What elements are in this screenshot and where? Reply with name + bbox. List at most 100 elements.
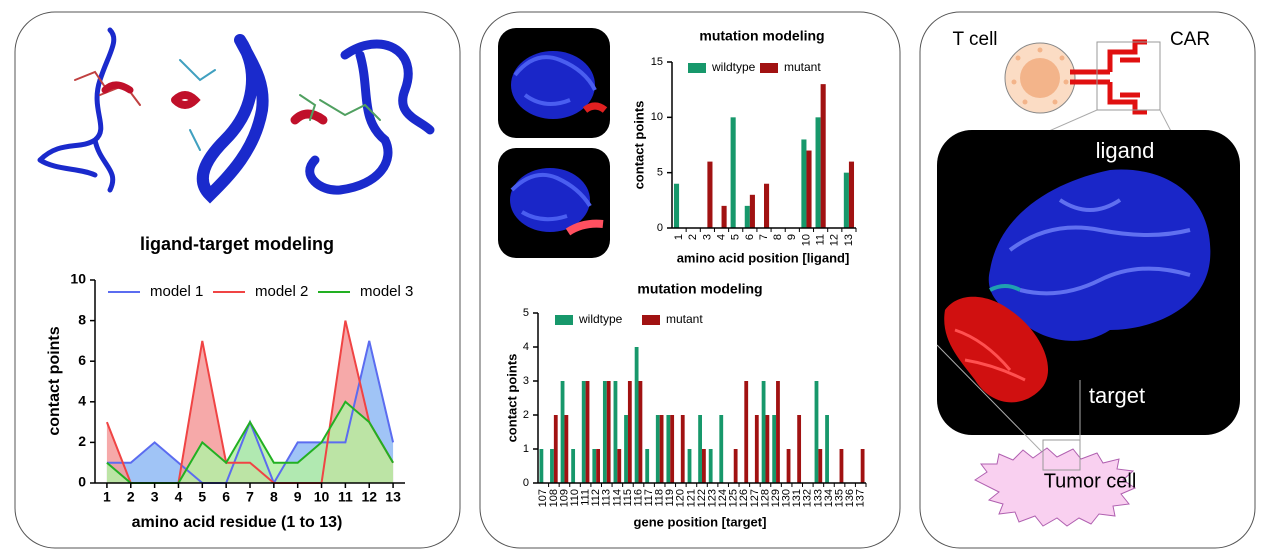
x-tick-label: 107 bbox=[537, 489, 549, 507]
y-tick-label: 1 bbox=[523, 443, 529, 455]
bar bbox=[843, 172, 849, 228]
bar bbox=[564, 415, 569, 483]
x-tick-label: 125 bbox=[728, 489, 740, 507]
y-tick-label: 4 bbox=[523, 341, 529, 353]
bar bbox=[786, 449, 791, 483]
x-tick-label: 2 bbox=[687, 234, 699, 240]
target-label: target bbox=[1089, 383, 1145, 408]
legend-label: mutant bbox=[666, 312, 703, 326]
x-tick-label: 7 bbox=[246, 489, 254, 505]
x-tick-label: 132 bbox=[802, 489, 814, 507]
bar bbox=[687, 449, 692, 483]
legend-swatch bbox=[760, 63, 778, 73]
y-tick-label: 8 bbox=[78, 311, 86, 327]
chart-title: mutation modeling bbox=[699, 28, 824, 44]
bar bbox=[606, 381, 611, 483]
bar bbox=[680, 415, 685, 483]
bar bbox=[666, 415, 671, 483]
x-tick-label: 126 bbox=[738, 489, 750, 507]
y-tick-label: 15 bbox=[651, 56, 663, 68]
bar bbox=[634, 347, 639, 483]
bar bbox=[797, 415, 802, 483]
bar bbox=[708, 449, 713, 483]
bar bbox=[801, 139, 807, 228]
x-tick-label: 4 bbox=[175, 489, 183, 505]
legend-swatch bbox=[642, 315, 660, 325]
x-tick-label: 122 bbox=[696, 489, 708, 507]
bar bbox=[624, 415, 628, 483]
x-tick-label: 118 bbox=[654, 489, 666, 507]
area bbox=[106, 401, 394, 483]
protein-structures bbox=[37, 27, 435, 204]
bar bbox=[719, 415, 724, 483]
y-tick-label: 10 bbox=[651, 111, 663, 123]
bar bbox=[806, 150, 812, 228]
bar bbox=[617, 449, 622, 483]
x-tick-label: 3 bbox=[701, 234, 713, 240]
bar bbox=[613, 381, 618, 483]
bar bbox=[761, 381, 766, 483]
legend-swatch bbox=[688, 63, 706, 73]
bar bbox=[702, 449, 706, 483]
bar bbox=[581, 381, 586, 483]
x-tick-label: 6 bbox=[744, 234, 756, 240]
bar bbox=[638, 381, 643, 483]
x-tick-label: 127 bbox=[749, 489, 761, 507]
x-tick-label: 119 bbox=[664, 489, 676, 507]
x-tick-label: 124 bbox=[717, 489, 729, 507]
x-tick-label: 128 bbox=[759, 489, 771, 507]
x-tick-label: 3 bbox=[151, 489, 159, 505]
x-tick-label: 8 bbox=[772, 234, 784, 240]
legend-label: wildtype bbox=[711, 60, 756, 74]
x-tick-label: 110 bbox=[569, 489, 581, 507]
legend-swatch bbox=[555, 315, 573, 325]
ligand-label: ligand bbox=[1096, 138, 1155, 163]
bar bbox=[814, 381, 819, 483]
x-tick-label: 113 bbox=[601, 489, 613, 507]
bar bbox=[571, 449, 576, 483]
x-tick-label: 2 bbox=[127, 489, 135, 505]
x-tick-label: 129 bbox=[770, 489, 782, 507]
x-tick-label: 130 bbox=[781, 489, 793, 507]
bar bbox=[655, 415, 660, 483]
bar bbox=[585, 381, 590, 483]
y-axis-label: contact points bbox=[631, 101, 646, 190]
bar bbox=[645, 449, 650, 483]
bar bbox=[627, 381, 632, 483]
bar bbox=[592, 449, 597, 483]
bar bbox=[839, 449, 844, 483]
x-tick-label: 117 bbox=[643, 489, 655, 507]
bar bbox=[733, 449, 738, 483]
x-axis-label: amino acid residue (1 to 13) bbox=[132, 514, 343, 531]
bar bbox=[698, 415, 702, 483]
y-tick-label: 3 bbox=[523, 375, 529, 387]
x-tick-label: 9 bbox=[786, 234, 798, 240]
y-tick-label: 5 bbox=[657, 167, 663, 179]
y-tick-label: 2 bbox=[523, 409, 529, 421]
x-tick-label: 8 bbox=[270, 489, 278, 505]
x-tick-label: 9 bbox=[294, 489, 302, 505]
protein-images bbox=[498, 28, 610, 258]
bar bbox=[744, 205, 750, 228]
x-tick-label: 115 bbox=[622, 489, 634, 507]
bar bbox=[820, 84, 826, 228]
bar bbox=[772, 415, 777, 483]
x-tick-label: 1 bbox=[103, 489, 111, 505]
y-tick-label: 0 bbox=[657, 222, 663, 234]
t-cell-label: T cell bbox=[952, 29, 997, 50]
legend-label: model 2 bbox=[255, 283, 308, 300]
y-tick-label: 10 bbox=[70, 271, 86, 287]
x-tick-label: 133 bbox=[812, 489, 824, 507]
x-axis-label: amino acid position [ligand] bbox=[677, 250, 850, 265]
bar bbox=[730, 117, 736, 228]
x-tick-label: 10 bbox=[800, 234, 812, 246]
x-tick-label: 112 bbox=[590, 489, 602, 507]
x-tick-label: 108 bbox=[548, 489, 560, 507]
y-tick-label: 6 bbox=[78, 352, 86, 368]
y-axis-label: contact points bbox=[504, 354, 519, 443]
x-tick-label: 11 bbox=[815, 234, 827, 245]
bar bbox=[749, 194, 755, 228]
x-tick-label: 109 bbox=[558, 489, 570, 507]
x-tick-label: 5 bbox=[198, 489, 206, 505]
